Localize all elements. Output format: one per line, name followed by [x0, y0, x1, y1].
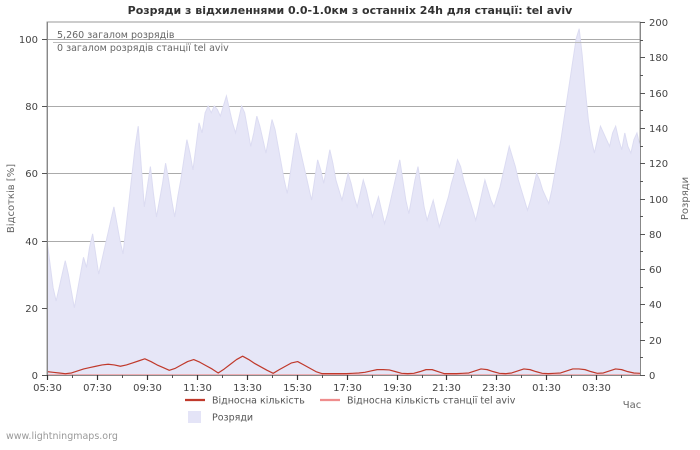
discharges-area-outline	[46, 28, 641, 308]
legend-label-2: Розряди	[212, 413, 253, 424]
watermark: www.lightningmaps.org	[6, 431, 118, 442]
legend-swatch-area-2	[188, 411, 201, 423]
y-axis-left-title: Відсотків [%]	[5, 164, 17, 233]
x-tick-label-15:30: 15:30	[283, 383, 312, 394]
y-axis-left: 0 20 40 60 80 100	[19, 22, 48, 382]
y-tick-label-right-20: 20	[649, 336, 662, 347]
x-tick-label-03:30: 03:30	[582, 383, 611, 394]
y-tick-label-right-120: 120	[649, 159, 668, 170]
annotation-block: 5,260 загалом розрядів 0 загалом розрядів…	[53, 30, 640, 54]
y-tick-label-left-80: 80	[25, 102, 38, 113]
y-tick-label-right-40: 40	[649, 300, 662, 311]
y-tick-label-right-100: 100	[649, 195, 668, 206]
y-tick-label-right-140: 140	[649, 124, 668, 135]
x-tick-label-11:30: 11:30	[183, 383, 212, 394]
annotation-total-discharges: 5,260 загалом розрядів	[57, 30, 175, 41]
y-tick-label-right-0: 0	[649, 371, 655, 382]
x-tick-label-01:30: 01:30	[532, 383, 561, 394]
page-title: Розряди з відхиленнями 0.0-1.0км з остан…	[127, 4, 573, 17]
x-tick-label-05:30: 05:30	[33, 383, 62, 394]
x-tick-label-07:30: 07:30	[83, 383, 112, 394]
x-tick-label-17:30: 17:30	[333, 383, 362, 394]
x-axis-title: Час	[623, 400, 641, 411]
x-tick-label-09:30: 09:30	[133, 383, 162, 394]
y-tick-label-left-40: 40	[25, 237, 38, 248]
legend-label-0: Відносна кількість	[212, 396, 305, 407]
x-axis: 05:30 07:30 09:30 11:30 13:30 15:30 17:30 19:30…	[33, 375, 640, 394]
y-axis-right-title: Розряди	[680, 177, 691, 220]
y-tick-label-right-180: 180	[649, 53, 668, 64]
y-tick-label-right-80: 80	[649, 230, 662, 241]
legend: Відносна кількість Відносна кількість ста…	[185, 396, 516, 424]
y-tick-label-right-60: 60	[649, 265, 662, 276]
x-tick-label-13:30: 13:30	[233, 383, 262, 394]
discharges-area	[47, 28, 640, 375]
y-tick-label-right-160: 160	[649, 89, 668, 100]
y-tick-label-right-200: 200	[649, 18, 668, 29]
relative-count-line	[46, 355, 641, 375]
y-axis-right: 0 20 40 60 80 100 120 140 160 180 200	[640, 18, 668, 382]
x-tick-label-21:30: 21:30	[432, 383, 461, 394]
y-tick-label-left-20: 20	[25, 304, 38, 315]
y-tick-label-left-0: 0	[32, 371, 38, 382]
y-tick-label-left-60: 60	[25, 169, 38, 180]
x-tick-label-19:30: 19:30	[383, 383, 412, 394]
y-tick-label-left-100: 100	[19, 35, 38, 46]
legend-label-1: Відносна кількість станції tel aviv	[347, 396, 516, 407]
x-tick-label-23:30: 23:30	[482, 383, 511, 394]
annotation-station-discharges: 0 загалом розрядів станції tel aviv	[57, 43, 229, 54]
